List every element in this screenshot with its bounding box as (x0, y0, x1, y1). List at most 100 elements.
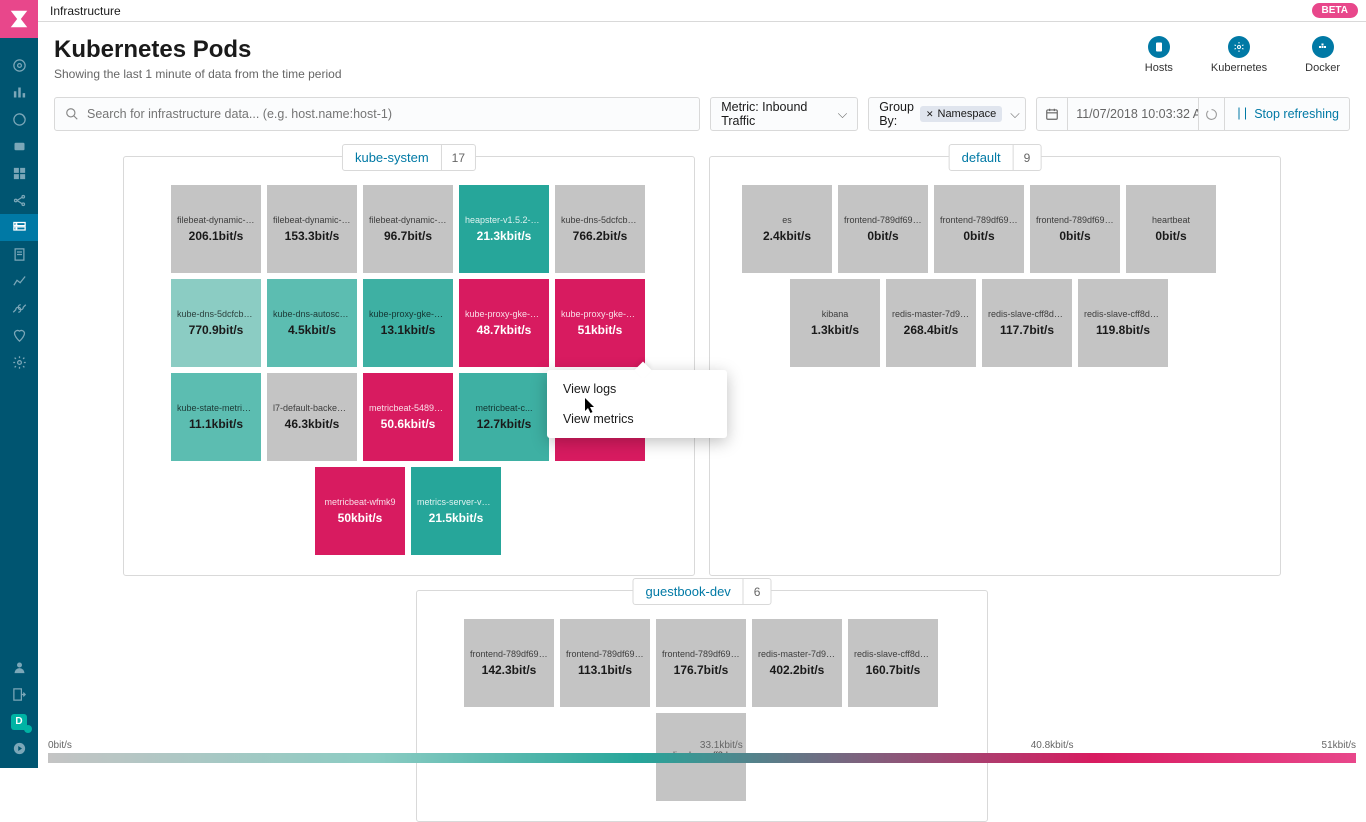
nav-timelion-icon[interactable] (0, 133, 38, 160)
pod-tile[interactable]: kube-proxy-gke-sta...13.1kbit/s (363, 279, 453, 367)
pod-tile[interactable]: redis-slave-cff8d64...119.8bit/s (1078, 279, 1168, 367)
group-name[interactable]: kube-system (343, 145, 442, 170)
nav-dashboard-icon[interactable] (0, 106, 38, 133)
pod-tile[interactable]: metricbeat-548978...50.6kbit/s (363, 373, 453, 461)
pod-name: frontend-789df695f... (940, 215, 1018, 225)
pod-tile[interactable]: frontend-789df695f...113.1bit/s (560, 619, 650, 707)
pod-tile[interactable]: filebeat-dynamic-zz...96.7bit/s (363, 185, 453, 273)
groupby-dropdown[interactable]: Group By: ✕Namespace ⌵ (868, 97, 1026, 131)
pod-tile[interactable]: kube-state-metrics-...11.1kbit/s (171, 373, 261, 461)
nav-monitoring-icon[interactable] (0, 322, 38, 349)
pod-tile[interactable]: metricbeat-wfmk950kbit/s (315, 467, 405, 555)
docker-icon (1312, 36, 1334, 58)
legend-label: 33.1kbit/s (700, 740, 743, 751)
nav-default-space-icon[interactable]: D (0, 708, 38, 735)
pod-value: 0bit/s (867, 229, 898, 243)
nav-ml-icon[interactable] (0, 187, 38, 214)
pod-name: frontend-789df695f... (844, 215, 922, 225)
pod-value: 766.2bit/s (573, 229, 628, 243)
pod-tile[interactable]: es2.4kbit/s (742, 185, 832, 273)
nav-exit-icon[interactable] (0, 681, 38, 708)
pod-tile[interactable]: filebeat-dynamic-4g...206.1bit/s (171, 185, 261, 273)
search-icon (65, 107, 79, 121)
app-logo[interactable] (0, 0, 38, 38)
pod-tile[interactable]: kube-dns-5dcfcbf5f... 766.2bit/s (555, 185, 645, 273)
pod-name: kube-dns-5dcfcbf5f... (561, 215, 639, 225)
calendar-icon[interactable] (1037, 98, 1068, 130)
legend-gradient (48, 753, 1356, 763)
pod-tile[interactable]: redis-slave-cff8d64...160.7bit/s (848, 619, 938, 707)
pod-tile[interactable]: heapster-v1.5.2-7fc...21.3kbit/s (459, 185, 549, 273)
pod-tile[interactable]: l7-default-backend-...46.3kbit/s (267, 373, 357, 461)
chevron-down-icon: ⌵ (1010, 107, 1019, 122)
pod-tile[interactable]: frontend-789df695f... 142.3bit/s (464, 619, 554, 707)
pod-tile[interactable]: filebeat-dynamic-5s...153.3bit/s (267, 185, 357, 273)
nav-management-icon[interactable] (0, 349, 38, 376)
view-metrics-item[interactable]: View metrics (547, 404, 727, 434)
pod-name: frontend-789df695f... (662, 649, 740, 659)
metric-dropdown[interactable]: Metric: Inbound Traffic ⌵ (710, 97, 858, 131)
pod-value: 0bit/s (1155, 229, 1186, 243)
time-picker[interactable]: 11/07/2018 10:03:32 AM || Stop refreshin… (1036, 97, 1350, 131)
nav-user-icon[interactable] (0, 654, 38, 681)
pod-value: 142.3bit/s (482, 663, 537, 677)
legend-label: 0bit/s (48, 740, 72, 751)
group-name[interactable]: default (950, 145, 1014, 170)
pod-value: 113.1bit/s (578, 663, 632, 677)
nav-devtools-icon[interactable] (0, 295, 38, 322)
pod-tile[interactable]: kube-dns-autoscale...4.5kbit/s (267, 279, 357, 367)
pod-name: metrics-server-v0.2... (417, 497, 495, 507)
pod-name: frontend-789df695f... (470, 649, 548, 659)
pod-tile[interactable]: redis-master-7d9df...402.2bit/s (752, 619, 842, 707)
pod-value: 4.5kbit/s (288, 323, 336, 337)
nav-collapse-icon[interactable] (0, 735, 38, 762)
pod-value: 176.7bit/s (674, 663, 729, 677)
time-value: 11/07/2018 10:03:32 AM (1068, 107, 1198, 121)
pod-tile[interactable]: kube-proxy-gke-sta...48.7kbit/s (459, 279, 549, 367)
pod-tile[interactable]: frontend-789df695f...0bit/s (1030, 185, 1120, 273)
view-hosts[interactable]: Hosts (1145, 36, 1173, 81)
pod-tile[interactable]: frontend-789df695f...0bit/s (934, 185, 1024, 273)
pod-name: heapster-v1.5.2-7fc... (465, 215, 543, 225)
group-name[interactable]: guestbook-dev (634, 579, 744, 604)
pod-tile[interactable]: redis-slave-cff8d64...117.7bit/s (982, 279, 1072, 367)
group-label: kube-system17 (342, 144, 476, 171)
search-box[interactable] (54, 97, 700, 131)
pod-tile[interactable]: metricbeat-c...12.7kbit/s (459, 373, 549, 461)
legend-label: 51kbit/s (1322, 740, 1356, 751)
groupby-tag[interactable]: ✕Namespace (920, 106, 1002, 122)
nav-discover-icon[interactable] (0, 52, 38, 79)
pod-name: redis-slave-cff8d64... (854, 649, 932, 659)
view-docker[interactable]: Docker (1305, 36, 1340, 81)
nav-infrastructure-icon[interactable] (0, 214, 38, 241)
pod-value: 268.4bit/s (904, 323, 959, 337)
pod-tile[interactable]: kube-proxy-gke-sta...51kbit/s (555, 279, 645, 367)
content-area: kube-system17 filebeat-dynamic-4g...206.1… (38, 142, 1366, 738)
page-subtitle: Showing the last 1 minute of data from t… (54, 67, 342, 81)
pod-tile[interactable]: frontend-789df695f... 0bit/s (838, 185, 928, 273)
search-input[interactable] (87, 107, 689, 121)
loading-spinner-icon (1198, 98, 1225, 130)
pod-tile[interactable]: frontend-789df695f... 176.7bit/s (656, 619, 746, 707)
pod-name: metricbeat-c... (465, 403, 543, 413)
nav-apm-icon[interactable] (0, 268, 38, 295)
pod-tile[interactable]: heartbeat0bit/s (1126, 185, 1216, 273)
nav-visualize-icon[interactable] (0, 79, 38, 106)
pod-name: kube-proxy-gke-sta... (465, 309, 543, 319)
pod-tile[interactable]: redis-master-7d9df... 268.4bit/s (886, 279, 976, 367)
view-kubernetes[interactable]: Kubernetes (1211, 36, 1267, 81)
view-logs-item[interactable]: View logs (547, 374, 727, 404)
stop-refresh-button[interactable]: || Stop refreshing (1225, 107, 1349, 121)
nav-canvas-icon[interactable] (0, 160, 38, 187)
nav-logs-icon[interactable] (0, 241, 38, 268)
pod-value: 96.7bit/s (384, 229, 432, 243)
pod-value: 50.6kbit/s (381, 417, 436, 431)
pod-tile[interactable]: kibana1.3kbit/s (790, 279, 880, 367)
pod-value: 2.4kbit/s (763, 229, 811, 243)
groupby-label: Group By: (879, 100, 914, 128)
pod-tile[interactable]: metrics-server-v0.2...21.5kbit/s (411, 467, 501, 555)
pod-name: redis-master-7d9df... (892, 309, 970, 319)
pod-tile[interactable]: kube-dns-5dcfcbf5f...770.9bit/s (171, 279, 261, 367)
namespace-group: default9es2.4kbit/sfrontend-789df695f...… (709, 156, 1281, 576)
breadcrumb[interactable]: Infrastructure (50, 4, 121, 18)
